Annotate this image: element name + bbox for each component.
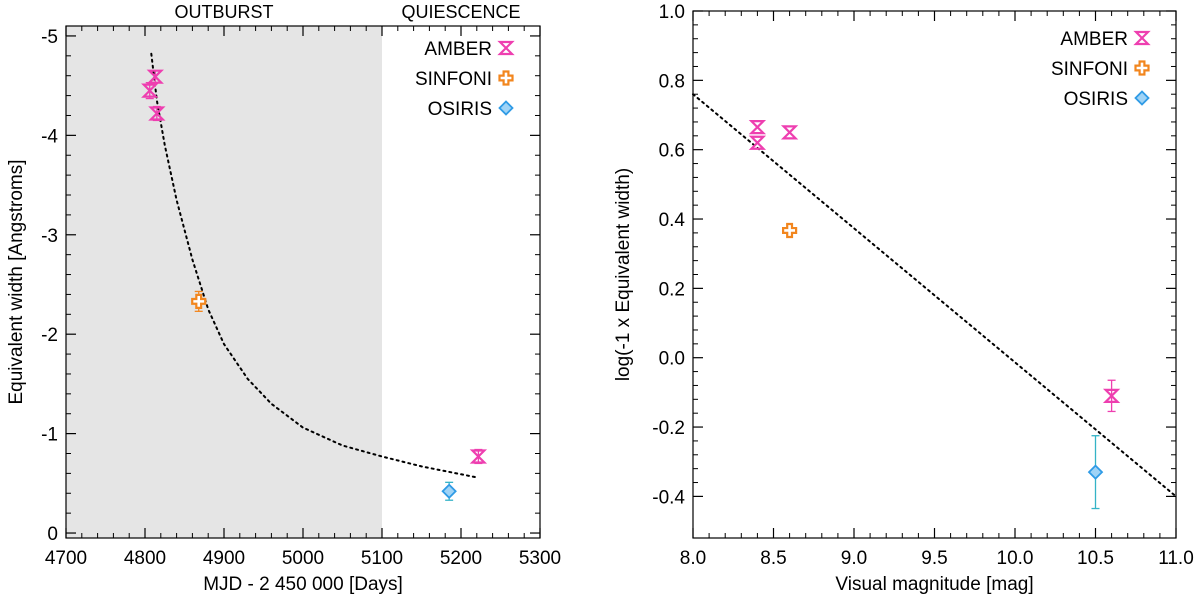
log-equivalent-width-vs-magnitude-chart: 8.0 8.5 9.0 9.5 10.0 10.5 11.0 -0.4 -0.2 0.0 0.2 0.… — [613, 2, 1194, 594]
x-tick-label: 4800 — [124, 548, 166, 569]
x-tick-label: 4700 — [45, 548, 87, 569]
outburst-label: OUTBURST — [175, 2, 274, 22]
legend-label-osiris: OSIRIS — [428, 99, 492, 120]
x-axis-title: MJD - 2 450 000 [Days] — [203, 574, 403, 594]
outburst-shaded-region — [66, 26, 382, 538]
fit-curve — [150, 52, 478, 479]
amber-data-point — [780, 125, 799, 140]
legend-marker-osiris — [1134, 90, 1150, 106]
x-axis-title: Visual magnitude [mag] — [835, 574, 1033, 594]
x-tick-label: 5200 — [440, 548, 482, 569]
x-tick-label: 8.5 — [760, 548, 786, 569]
legend-label-amber: AMBER — [1060, 29, 1128, 50]
amber-data-point — [141, 83, 159, 98]
legend-marker-amber — [1133, 30, 1151, 46]
x-tick-label: 8.0 — [680, 548, 706, 569]
sinfoni-data-point — [782, 222, 798, 239]
y-tick-label: 0.6 — [659, 141, 685, 162]
osiris-data-point — [441, 483, 457, 500]
x-tick-label: 10.0 — [997, 548, 1034, 569]
amber-data-point — [748, 135, 767, 150]
fit-line — [692, 93, 1177, 498]
amber-data-point — [146, 69, 164, 84]
x-tick-label: 4900 — [203, 548, 245, 569]
y-tick-label: -0.2 — [652, 418, 685, 439]
amber-data-point — [1102, 388, 1121, 403]
y-tick-label: -0.4 — [652, 487, 685, 508]
legend-marker-sinfoni — [1134, 60, 1150, 76]
y-tick-label: -3 — [41, 226, 58, 247]
legend-marker-sinfoni — [498, 70, 514, 86]
amber-data-point — [748, 120, 767, 135]
y-tick-label: -5 — [41, 27, 58, 48]
quiescence-label: QUIESCENCE — [401, 2, 520, 22]
equivalent-width-vs-time-chart: 4700 4800 4900 5000 5100 5200 5300 0 -1 -2 -3 -4 -5 M… — [6, 2, 561, 594]
x-tick-label: 9.5 — [921, 548, 947, 569]
legend-label-sinfoni: SINFONI — [1051, 59, 1128, 80]
y-tick-label: -2 — [41, 325, 58, 346]
osiris-data-point — [1087, 464, 1104, 480]
y-tick-label: 0.8 — [659, 71, 685, 92]
y-axis-title: Equivalent width [Angstroms] — [6, 159, 27, 404]
x-tick-label: 9.0 — [841, 548, 867, 569]
legend-label-sinfoni: SINFONI — [415, 69, 492, 90]
legend-label-amber: AMBER — [424, 39, 492, 60]
y-tick-label: 0.4 — [659, 210, 686, 231]
legend-marker-amber — [497, 40, 515, 56]
x-tick-label: 11.0 — [1158, 548, 1194, 569]
y-tick-label: 1.0 — [659, 2, 685, 23]
x-tick-label: 5100 — [361, 548, 403, 569]
legend-label-osiris: OSIRIS — [1064, 89, 1128, 110]
y-axis-title: log(-1 x Equivalent width) — [613, 168, 634, 381]
y-tick-label: -4 — [41, 126, 58, 147]
legend-marker-osiris — [498, 100, 514, 116]
y-tick-label: -1 — [41, 425, 58, 446]
x-tick-label: 5000 — [282, 548, 324, 569]
amber-data-point — [469, 449, 488, 464]
amber-data-point — [148, 106, 166, 121]
x-tick-label: 5300 — [519, 548, 561, 569]
y-tick-label: 0.0 — [659, 349, 685, 370]
y-tick-label: 0.2 — [659, 279, 685, 300]
y-tick-label: 0 — [47, 524, 58, 545]
x-tick-label: 10.5 — [1077, 548, 1114, 569]
sinfoni-data-point — [191, 293, 207, 309]
